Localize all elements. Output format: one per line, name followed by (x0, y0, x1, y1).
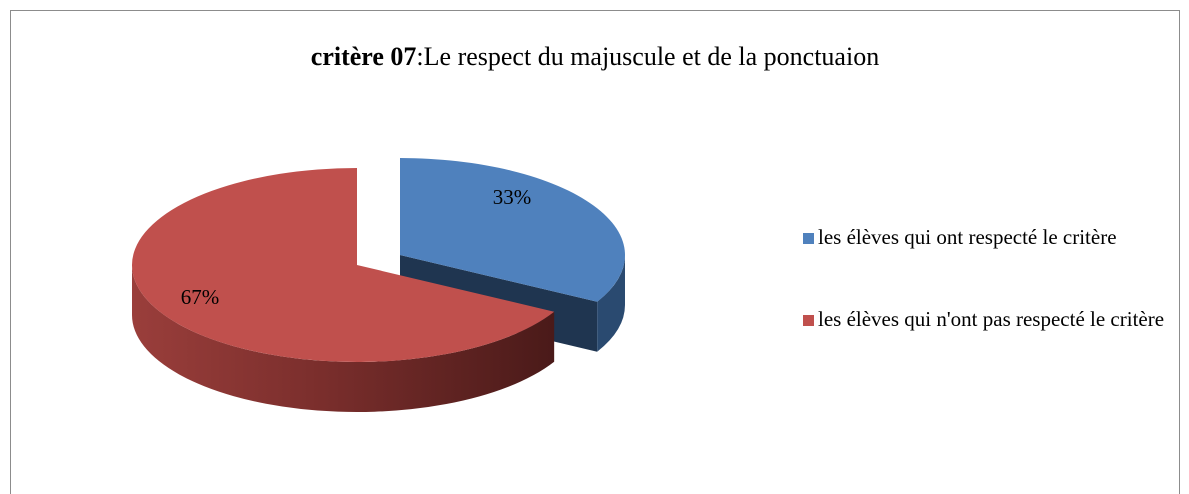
legend-swatch (803, 233, 814, 244)
title-part: :Le respect du majuscule et de la ponctu… (416, 42, 879, 71)
slice (400, 158, 625, 302)
legend-swatch (803, 315, 814, 326)
data-label: 33% (493, 185, 532, 209)
legend-label: les élèves qui ont respecté le critère (818, 225, 1117, 249)
legend-item: les élèves qui ont respecté le critère (803, 222, 1178, 252)
legend-label: les élèves qui n'ont pas respecté le cri… (818, 307, 1165, 331)
data-label: 67% (181, 285, 220, 309)
slice-side (132, 265, 555, 412)
slice (131, 168, 555, 363)
slice-side (597, 255, 625, 352)
chart-title: critère 07:Le respect du majuscule et de… (311, 42, 879, 71)
chart-border (10, 10, 1180, 494)
legend-item: les élèves qui n'ont pas respecté le cri… (803, 304, 1178, 334)
title-part: critère 07 (311, 42, 417, 71)
